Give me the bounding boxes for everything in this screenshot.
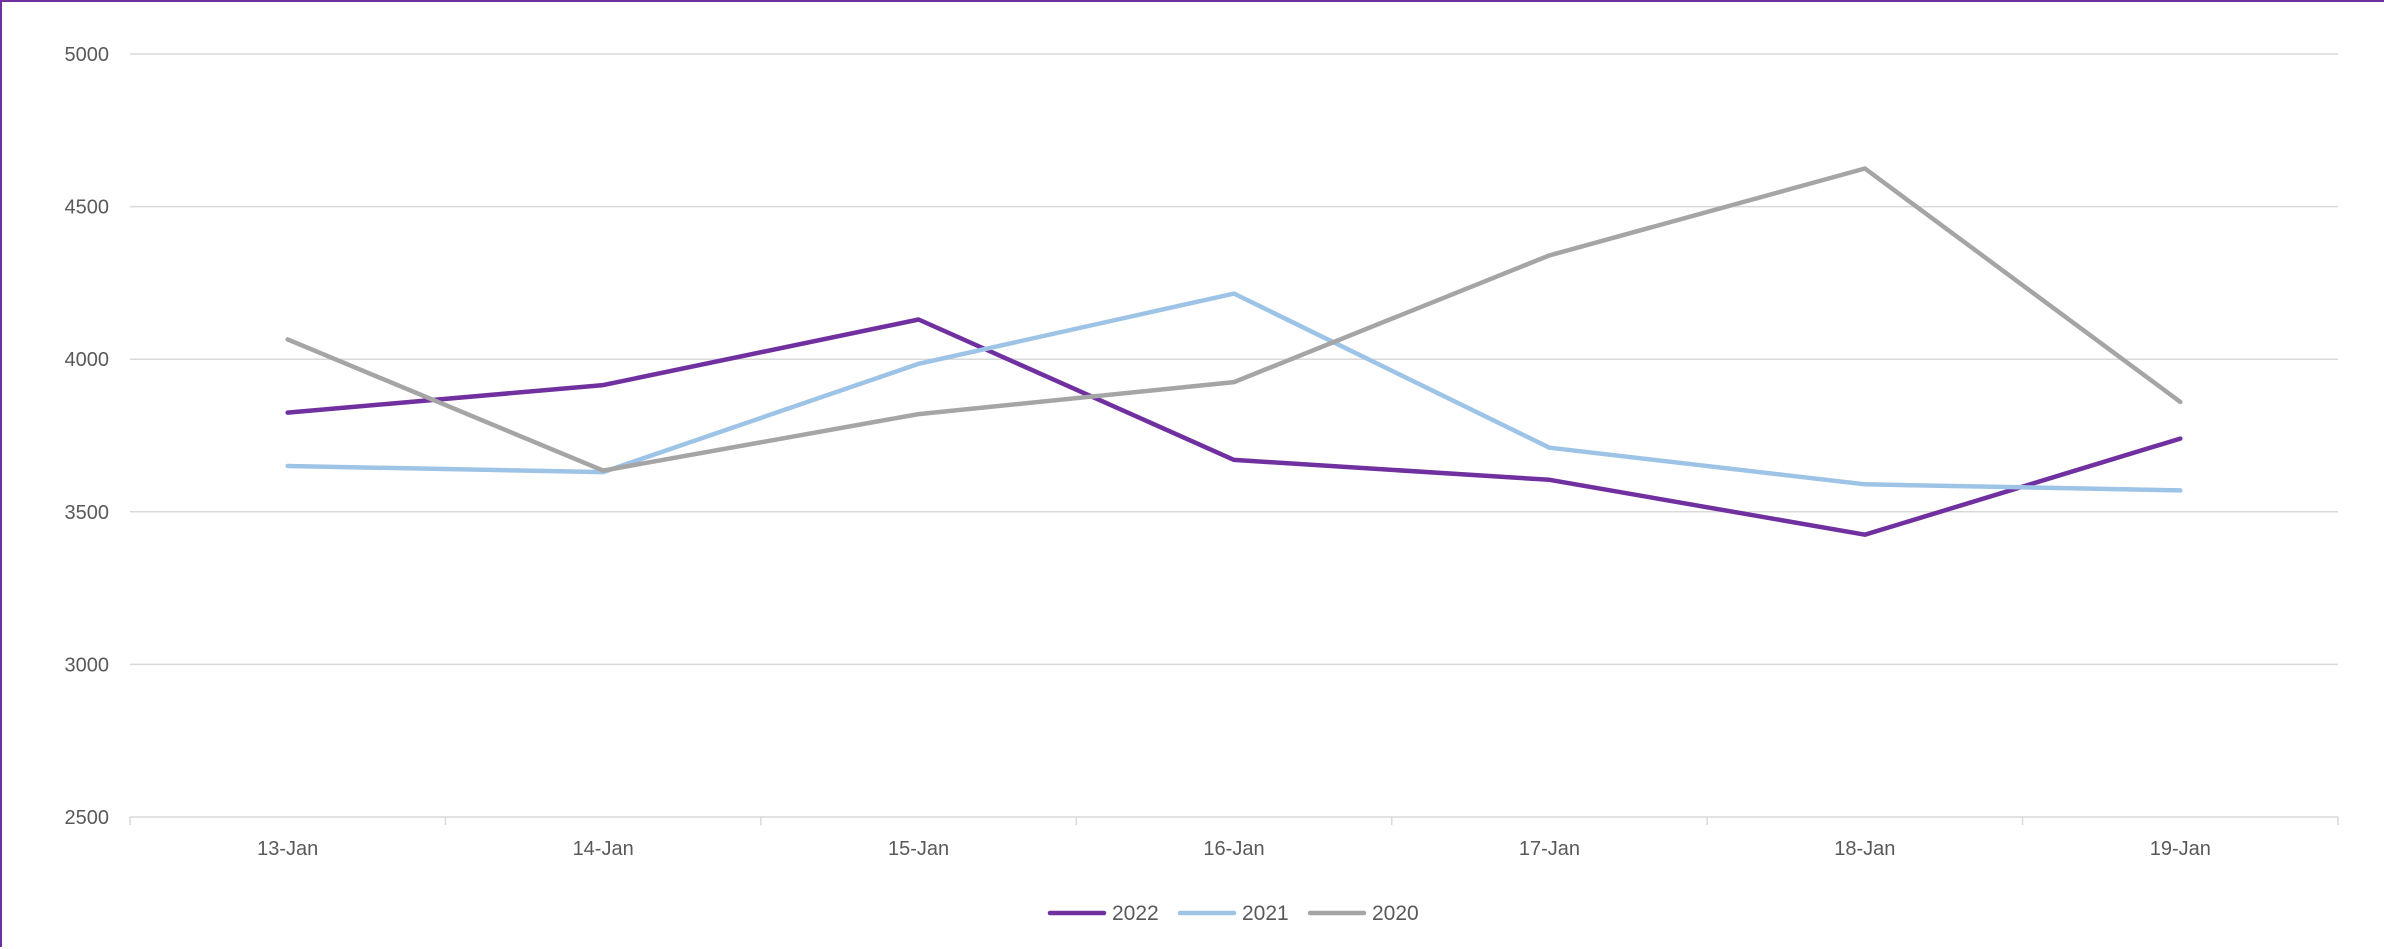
x-tick-label: 17-Jan [1519, 838, 1580, 860]
x-tick-label: 14-Jan [573, 838, 634, 860]
y-tick-label: 4000 [65, 349, 110, 371]
y-axis-tick-labels: 2500 3000 3500 4000 4500 5000 [65, 44, 110, 829]
series-line-2020 [285, 166, 2183, 473]
x-tick-label: 18-Jan [1834, 838, 1895, 860]
x-axis-tick-labels: 13-Jan 14-Jan 15-Jan 16-Jan 17-Jan 18-Jan 19-J… [257, 838, 2211, 860]
legend: 2022 2021 2020 [1047, 902, 1419, 925]
legend-label: 2020 [1372, 902, 1419, 925]
x-axis [129, 816, 2339, 825]
legend-item-2020: 2020 [1307, 902, 1419, 925]
y-tick-label: 3000 [65, 654, 110, 676]
y-tick-label: 5000 [65, 44, 110, 66]
x-tick-label: 13-Jan [257, 838, 318, 860]
legend-label: 2022 [1112, 902, 1159, 925]
y-tick-label: 4500 [65, 197, 110, 219]
legend-label: 2021 [1242, 902, 1289, 925]
x-tick-label: 16-Jan [1203, 838, 1264, 860]
legend-item-2021: 2021 [1177, 902, 1289, 925]
x-tick-label: 15-Jan [888, 838, 949, 860]
y-tick-label: 3500 [65, 502, 110, 524]
y-tick-label: 2500 [65, 807, 110, 829]
gridlines [130, 53, 2338, 666]
series-line-2022 [285, 317, 2183, 537]
legend-item-2022: 2022 [1047, 902, 1159, 925]
series-lines [285, 166, 2183, 537]
x-tick-label: 19-Jan [2150, 838, 2211, 860]
